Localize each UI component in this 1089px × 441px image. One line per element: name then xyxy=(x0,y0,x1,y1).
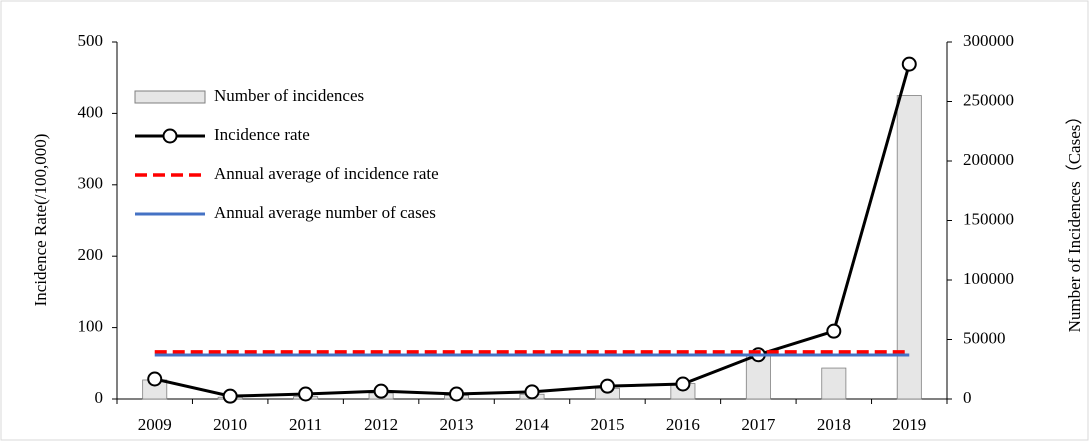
x-tick-label: 2014 xyxy=(515,415,550,434)
y-tick-label: 400 xyxy=(78,102,104,121)
y-tick-label: 500 xyxy=(78,31,104,50)
legend-label: Annual average number of cases xyxy=(214,203,436,222)
marker xyxy=(901,56,917,72)
x-tick-label: 2012 xyxy=(364,415,398,434)
y2-tick-label: 50000 xyxy=(963,328,1006,347)
legend-label: Annual average of incidence rate xyxy=(214,164,439,183)
bar xyxy=(896,95,922,400)
x-tick-label: 2009 xyxy=(138,415,172,434)
x-tick-label: 2010 xyxy=(213,415,247,434)
y-tick-label: 0 xyxy=(95,388,104,407)
legend-label: Number of incidences xyxy=(214,86,364,105)
y2-tick-label: 0 xyxy=(963,388,972,407)
x-tick-label: 2016 xyxy=(666,415,700,434)
marker xyxy=(222,388,238,404)
x-tick-label: 2015 xyxy=(590,415,624,434)
x-tick-label: 2013 xyxy=(440,415,474,434)
legend-swatch xyxy=(134,90,206,104)
marker xyxy=(298,386,314,402)
y2-tick-label: 200000 xyxy=(963,150,1014,169)
marker xyxy=(373,383,389,399)
marker xyxy=(599,378,615,394)
marker xyxy=(147,371,163,387)
legend-label: Incidence rate xyxy=(214,125,310,144)
legend-marker xyxy=(162,128,178,144)
y-tick-label: 300 xyxy=(78,174,104,193)
marker xyxy=(675,376,691,392)
y2-tick-label: 250000 xyxy=(963,90,1014,109)
y2-tick-label: 100000 xyxy=(963,269,1014,288)
x-tick-label: 2019 xyxy=(892,415,926,434)
y2-tick-label: 150000 xyxy=(963,209,1014,228)
marker xyxy=(524,384,540,400)
y2-tick-label: 300000 xyxy=(963,31,1014,50)
x-tick-label: 2017 xyxy=(741,415,776,434)
y-tick-label: 200 xyxy=(78,245,104,264)
y2-axis-title: Number of Incidences（Cases） xyxy=(1065,108,1084,333)
x-tick-label: 2011 xyxy=(289,415,322,434)
y-axis-title: Incidence Rate(/100,000) xyxy=(31,134,50,307)
bar xyxy=(821,367,847,400)
bar xyxy=(745,354,771,400)
marker xyxy=(449,386,465,402)
y-tick-label: 100 xyxy=(78,317,104,336)
marker xyxy=(826,323,842,339)
x-tick-label: 2018 xyxy=(817,415,851,434)
